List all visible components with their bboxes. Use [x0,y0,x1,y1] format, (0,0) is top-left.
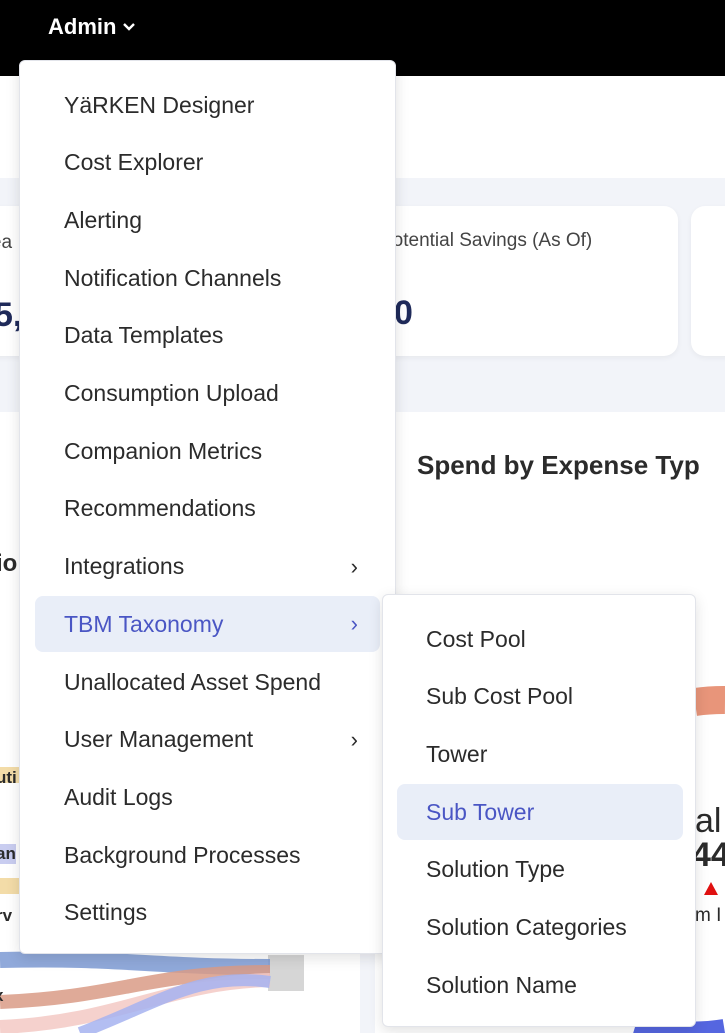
menu-item-label: Recommendations [64,495,256,522]
menu-item-consumption-upload[interactable]: Consumption Upload [35,366,380,422]
menu-item-background-processes[interactable]: Background Processes [35,827,380,883]
sankey-node [268,955,304,991]
menu-item-integrations[interactable]: Integrations › [35,539,380,595]
sankey-label: uti [0,768,17,787]
menu-item-cost-pool[interactable]: Cost Pool [397,611,683,667]
sankey-label: an [0,844,16,864]
total-sub-fragment: m I [695,905,722,926]
menu-item-label: Solution Name [426,971,577,998]
menu-item-label: Data Templates [64,322,224,349]
sankey-link [0,767,20,783]
menu-item-label: YäRKEN Designer [64,91,255,118]
menu-item-label: Companion Metrics [64,437,263,464]
tbm-taxonomy-submenu: Cost Pool Sub Cost Pool Tower Sub Tower Solu… [382,594,696,1027]
menu-item-tower[interactable]: Tower [397,726,683,782]
menu-item-label: Unallocated Asset Spend [64,668,322,695]
sankey-link [0,965,271,1009]
sankey-label: rv [0,906,13,925]
menu-item-label: Solution Type [426,856,565,883]
menu-item-label: TBM Taxonomy [64,610,224,637]
menu-item-label: Notification Channels [64,264,282,291]
menu-item-label: Sub Tower [426,798,535,825]
chevron-down-icon [123,23,136,31]
menu-item-label: Alerting [64,206,142,233]
total-value-fragment: 44 [692,836,725,874]
menu-item-label: Tower [426,740,488,767]
sankey-link [0,878,20,894]
menu-item-solution-type[interactable]: Solution Type [397,842,683,898]
kpi-label: Yea [0,232,13,253]
sankey-link [77,974,271,1033]
kpi-value: 0 [394,294,413,332]
menu-item-label: Settings [64,899,148,926]
sankey-label: x [0,986,3,1006]
menu-item-settings[interactable]: Settings [35,885,380,941]
sankey-chart [0,767,304,1033]
admin-menu-button[interactable]: Admin [48,14,136,40]
menu-item-label: User Management [64,726,254,753]
menu-item-label: Audit Logs [64,783,173,810]
trend-up-icon [704,882,718,895]
sankey-link [0,951,271,975]
menu-item-tbm-taxonomy[interactable]: TBM Taxonomy › [35,596,380,653]
total-label-fragment: al : [695,802,725,840]
chevron-right-icon: › [350,726,358,752]
chevron-right-icon: › [350,553,358,579]
menu-item-notification-channels[interactable]: Notification Channels [35,250,380,306]
menu-item-alerting[interactable]: Alerting [35,192,380,248]
menu-item-label: Sub Cost Pool [426,683,574,710]
chevron-right-icon: › [350,611,358,637]
kpi-value: 5, [0,296,23,334]
menu-item-label: Cost Pool [426,625,526,652]
menu-item-cost-explorer[interactable]: Cost Explorer [35,135,380,191]
kpi-card-3 [691,206,725,356]
kpi-card-savings: Potential Savings (As Of) 0 [360,206,678,356]
menu-item-sub-cost-pool[interactable]: Sub Cost Pool [397,669,683,725]
menu-item-y-rken-designer[interactable]: YäRKEN Designer [35,77,380,133]
menu-item-label: Background Processes [64,841,301,868]
menu-item-label: Integrations [64,553,185,580]
menu-item-recommendations[interactable]: Recommendations [35,481,380,537]
menu-item-companion-metrics[interactable]: Companion Metrics [35,423,380,479]
donut-segment [693,686,725,716]
menu-item-sub-tower[interactable]: Sub Tower [397,784,683,841]
menu-item-solution-categories[interactable]: Solution Categories [397,900,683,956]
panel-title-fragment: io [0,550,18,577]
kpi-label: Potential Savings (As Of) [380,230,593,251]
menu-item-audit-logs[interactable]: Audit Logs [35,769,380,825]
menu-item-label: Cost Explorer [64,149,204,176]
panel-title: Spend by Expense Typ [417,450,700,480]
menu-item-unallocated-asset-spend[interactable]: Unallocated Asset Spend [35,654,380,710]
admin-label: Admin [48,14,117,39]
menu-item-user-management[interactable]: User Management › [35,712,380,768]
menu-item-label: Consumption Upload [64,380,279,406]
menu-item-solution-name[interactable]: Solution Name [397,957,683,1013]
admin-dropdown-menu: YäRKEN Designer Cost Explorer Alerting Noti… [19,60,396,954]
menu-item-label: Solution Categories [426,914,627,940]
donut-segment [633,1013,725,1033]
menu-item-data-templates[interactable]: Data Templates [35,308,380,364]
